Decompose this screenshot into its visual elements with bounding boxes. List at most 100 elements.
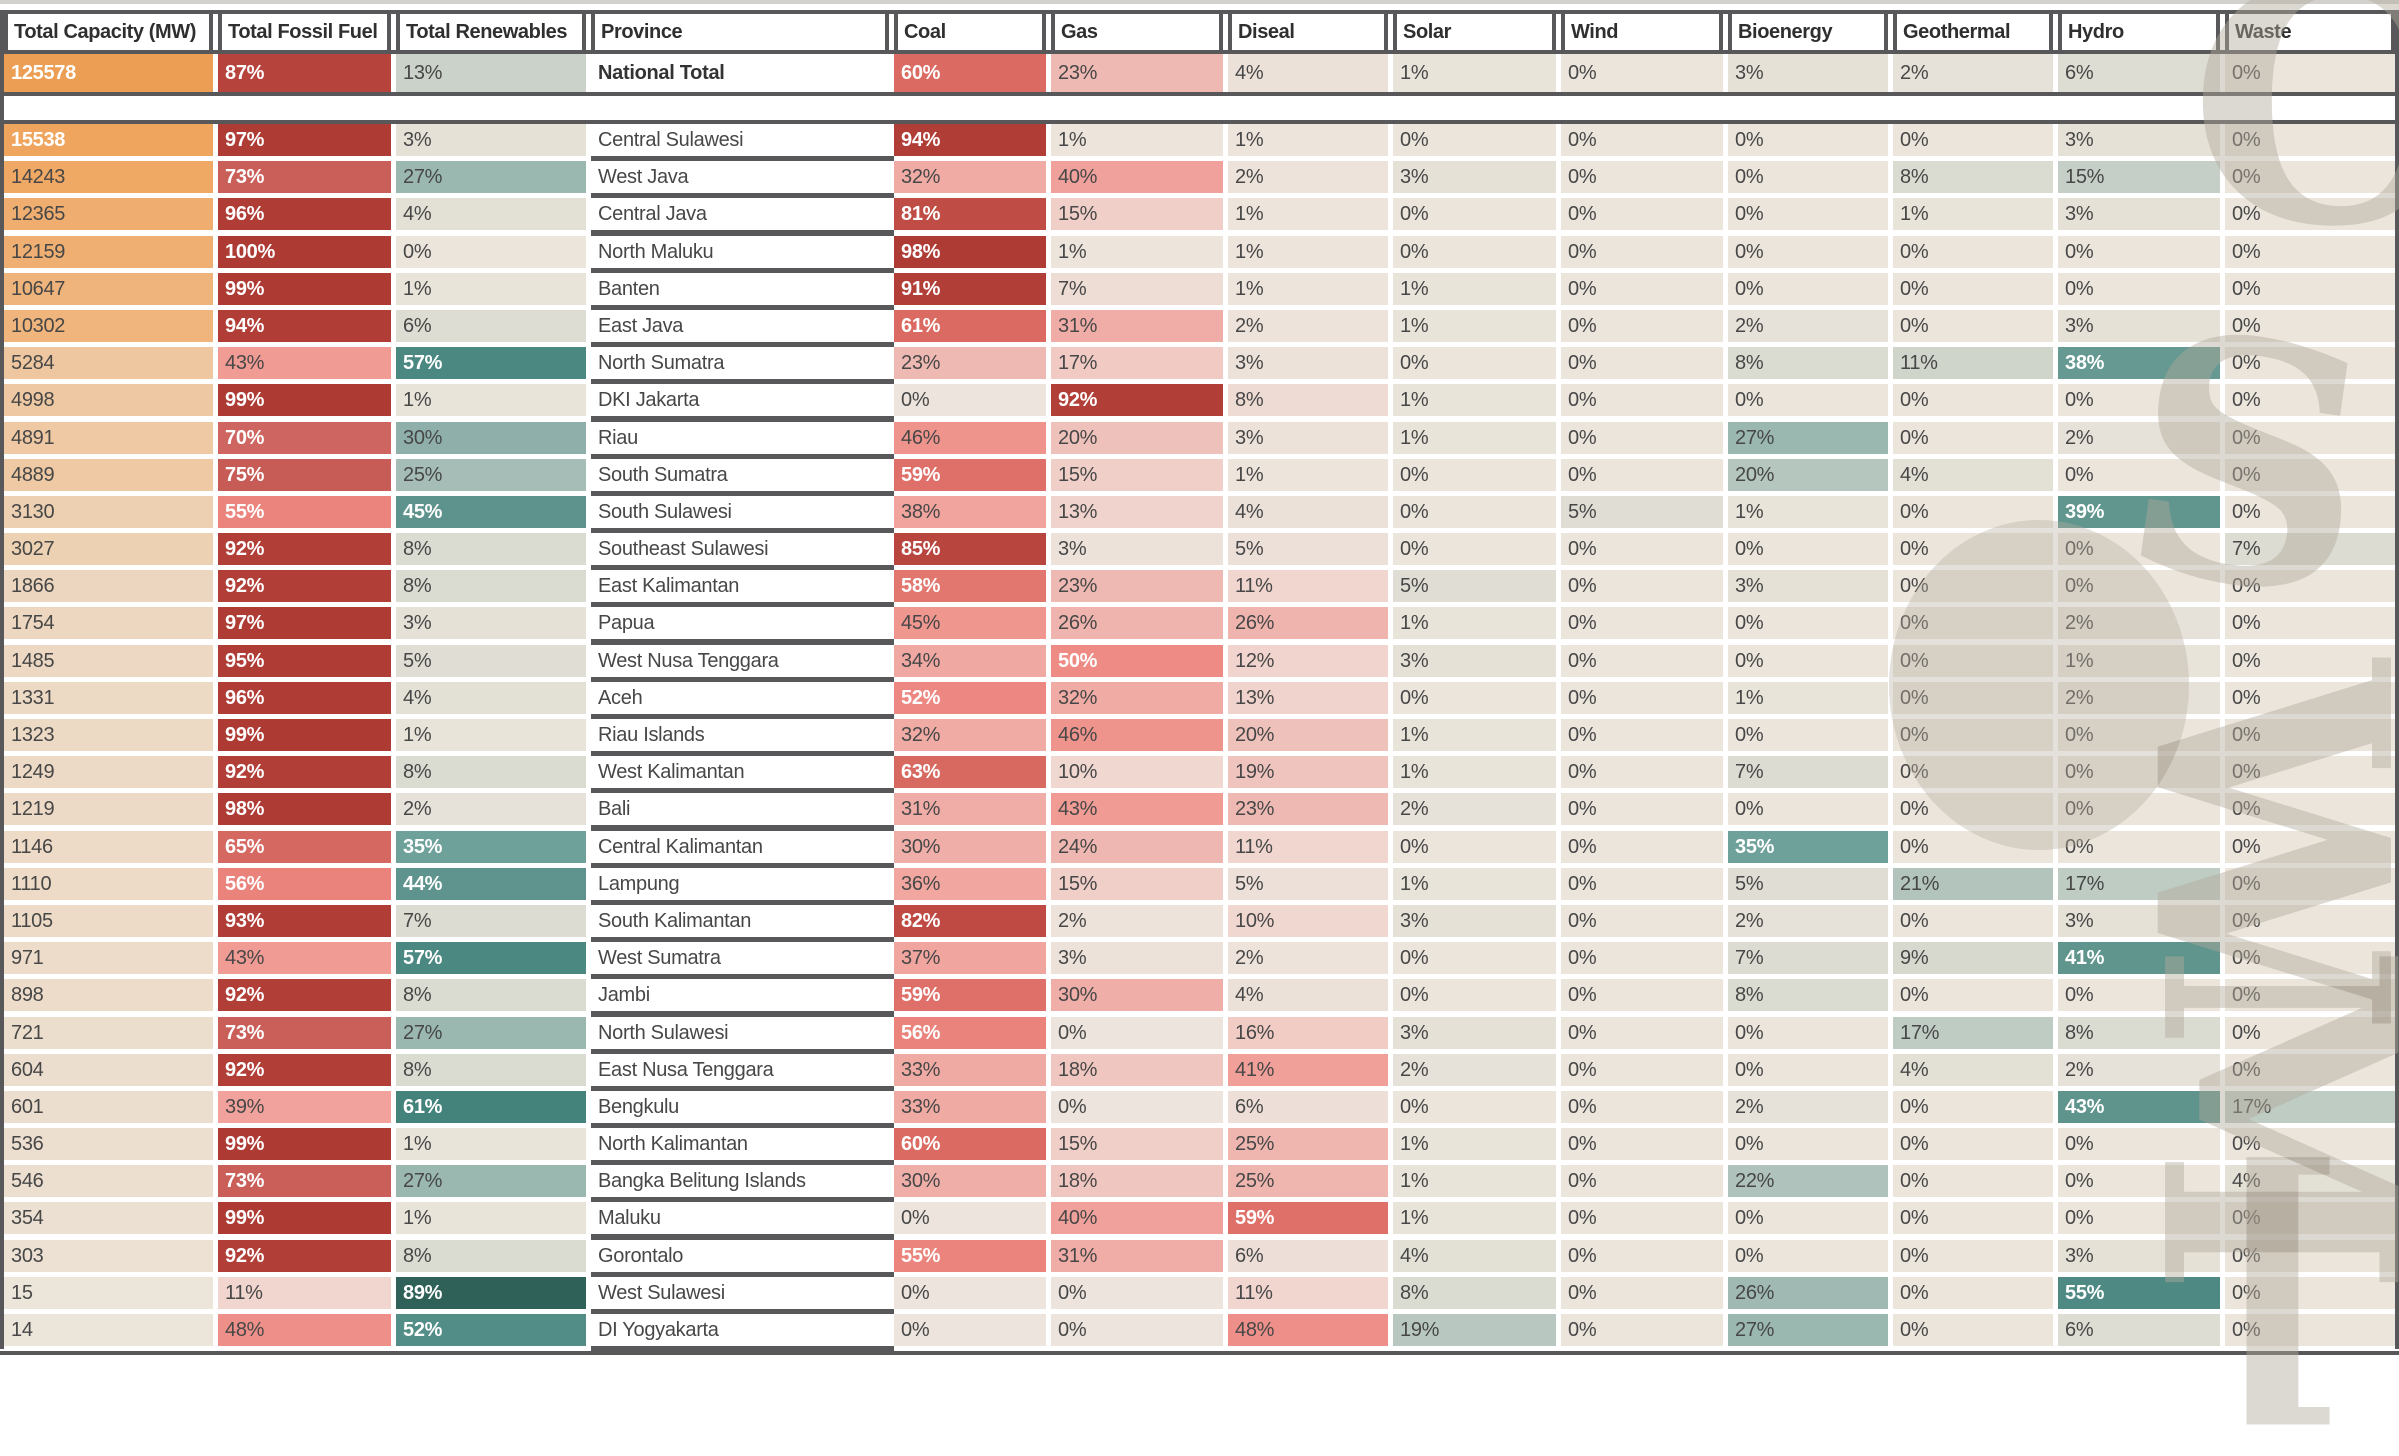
cell-coal[interactable]: 0% [894,1202,1046,1235]
cell-hydro[interactable]: 8% [2058,1016,2220,1049]
cell-solar[interactable]: 8% [1393,1276,1556,1309]
cell-wind[interactable]: 0% [1561,272,1723,305]
cell-solar[interactable]: 1% [1393,719,1556,751]
cell-waste[interactable]: 0% [2225,979,2395,1012]
cell-province[interactable]: Central Java [591,198,894,236]
cell-diseal[interactable]: 12% [1228,644,1388,677]
cell-gas[interactable]: 43% [1051,793,1223,826]
cell-wind[interactable]: 0% [1561,198,1723,231]
cell-wind[interactable]: 0% [1561,942,1723,975]
cell-gas[interactable]: 50% [1051,644,1223,677]
cell-solar[interactable]: 3% [1393,904,1556,937]
cell-bioenergy[interactable]: 0% [1728,644,1888,677]
cell-waste[interactable]: 0% [2225,1276,2395,1309]
cell-gas[interactable]: 2% [1051,904,1223,937]
cell-bioenergy[interactable]: 0% [1728,1016,1888,1049]
cell-fossil[interactable]: 73% [218,1165,391,1198]
cell-diseal[interactable]: 5% [1228,867,1388,900]
cell-gas[interactable]: 23% [1051,54,1223,92]
cell-waste[interactable]: 0% [2225,384,2395,417]
cell-wind[interactable]: 0% [1561,1165,1723,1198]
cell-geothermal[interactable]: 0% [1893,607,2053,640]
cell-bioenergy[interactable]: 27% [1728,421,1888,454]
cell-fossil[interactable]: 48% [218,1314,391,1346]
cell-solar[interactable]: 1% [1393,272,1556,305]
cell-bioenergy[interactable]: 0% [1728,384,1888,417]
cell-province[interactable]: East Java [591,309,894,348]
cell-geothermal[interactable]: 1% [1893,198,2053,231]
cell-province[interactable]: Lampung [591,867,894,905]
cell-gas[interactable]: 15% [1051,198,1223,231]
cell-gas[interactable]: 40% [1051,1202,1223,1235]
cell-renewables[interactable]: 27% [396,1165,586,1198]
cell-fossil[interactable]: 92% [218,979,391,1012]
cell-geothermal[interactable]: 0% [1893,1239,2053,1272]
cell-wind[interactable]: 0% [1561,570,1723,603]
cell-province[interactable]: North Sulawesi [591,1016,894,1054]
cell-gas[interactable]: 1% [1051,124,1223,156]
cell-hydro[interactable]: 41% [2058,942,2220,975]
cell-coal[interactable]: 46% [894,421,1046,454]
cell-gas[interactable]: 18% [1051,1165,1223,1198]
cell-province[interactable]: Riau Islands [591,719,894,757]
column-header-capacity[interactable]: Total Capacity (MW) [4,14,213,50]
cell-bioenergy[interactable]: 5% [1728,867,1888,900]
cell-renewables[interactable]: 30% [396,421,586,454]
cell-wind[interactable]: 0% [1561,124,1723,156]
column-header-diseal[interactable]: Diseal [1228,14,1388,50]
cell-solar[interactable]: 0% [1393,681,1556,714]
cell-diseal[interactable]: 25% [1228,1165,1388,1198]
cell-diseal[interactable]: 4% [1228,979,1388,1012]
cell-waste[interactable]: 0% [2225,124,2395,156]
cell-wind[interactable]: 0% [1561,458,1723,491]
cell-province[interactable]: Banten [591,272,894,310]
cell-diseal[interactable]: 4% [1228,495,1388,528]
cell-fossil[interactable]: 92% [218,1239,391,1272]
cell-province[interactable]: West Sulawesi [591,1276,894,1314]
cell-solar[interactable]: 19% [1393,1314,1556,1346]
cell-solar[interactable]: 5% [1393,570,1556,603]
cell-solar[interactable]: 0% [1393,830,1556,863]
cell-geothermal[interactable]: 0% [1893,533,2053,566]
cell-geothermal[interactable]: 0% [1893,719,2053,751]
cell-bioenergy[interactable]: 0% [1728,161,1888,194]
cell-fossil[interactable]: 87% [218,54,391,92]
cell-geothermal[interactable]: 0% [1893,681,2053,714]
column-header-geothermal[interactable]: Geothermal [1893,14,2053,50]
cell-waste[interactable]: 0% [2225,793,2395,826]
cell-diseal[interactable]: 1% [1228,198,1388,231]
cell-bioenergy[interactable]: 3% [1728,570,1888,603]
cell-capacity[interactable]: 1219 [4,793,213,826]
cell-solar[interactable]: 1% [1393,756,1556,789]
column-header-province[interactable]: Province [591,14,889,50]
cell-geothermal[interactable]: 17% [1893,1016,2053,1049]
cell-coal[interactable]: 32% [894,719,1046,751]
cell-diseal[interactable]: 10% [1228,904,1388,937]
cell-waste[interactable]: 0% [2225,570,2395,603]
cell-hydro[interactable]: 0% [2058,1128,2220,1161]
cell-waste[interactable]: 0% [2225,830,2395,863]
cell-hydro[interactable]: 0% [2058,793,2220,826]
cell-waste[interactable]: 0% [2225,1053,2395,1086]
cell-capacity[interactable]: 1105 [4,904,213,937]
cell-hydro[interactable]: 2% [2058,421,2220,454]
cell-renewables[interactable]: 7% [396,904,586,937]
cell-renewables[interactable]: 0% [396,235,586,268]
cell-fossil[interactable]: 43% [218,942,391,975]
cell-hydro[interactable]: 38% [2058,347,2220,380]
cell-bioenergy[interactable]: 0% [1728,1202,1888,1235]
cell-coal[interactable]: 37% [894,942,1046,975]
cell-coal[interactable]: 52% [894,681,1046,714]
cell-renewables[interactable]: 8% [396,1053,586,1086]
cell-gas[interactable]: 0% [1051,1016,1223,1049]
cell-diseal[interactable]: 6% [1228,1090,1388,1123]
cell-gas[interactable]: 31% [1051,1239,1223,1272]
cell-fossil[interactable]: 98% [218,793,391,826]
cell-coal[interactable]: 23% [894,347,1046,380]
cell-coal[interactable]: 36% [894,867,1046,900]
cell-diseal[interactable]: 3% [1228,347,1388,380]
cell-gas[interactable]: 32% [1051,681,1223,714]
cell-geothermal[interactable]: 0% [1893,1090,2053,1123]
cell-diseal[interactable]: 25% [1228,1128,1388,1161]
cell-fossil[interactable]: 96% [218,681,391,714]
